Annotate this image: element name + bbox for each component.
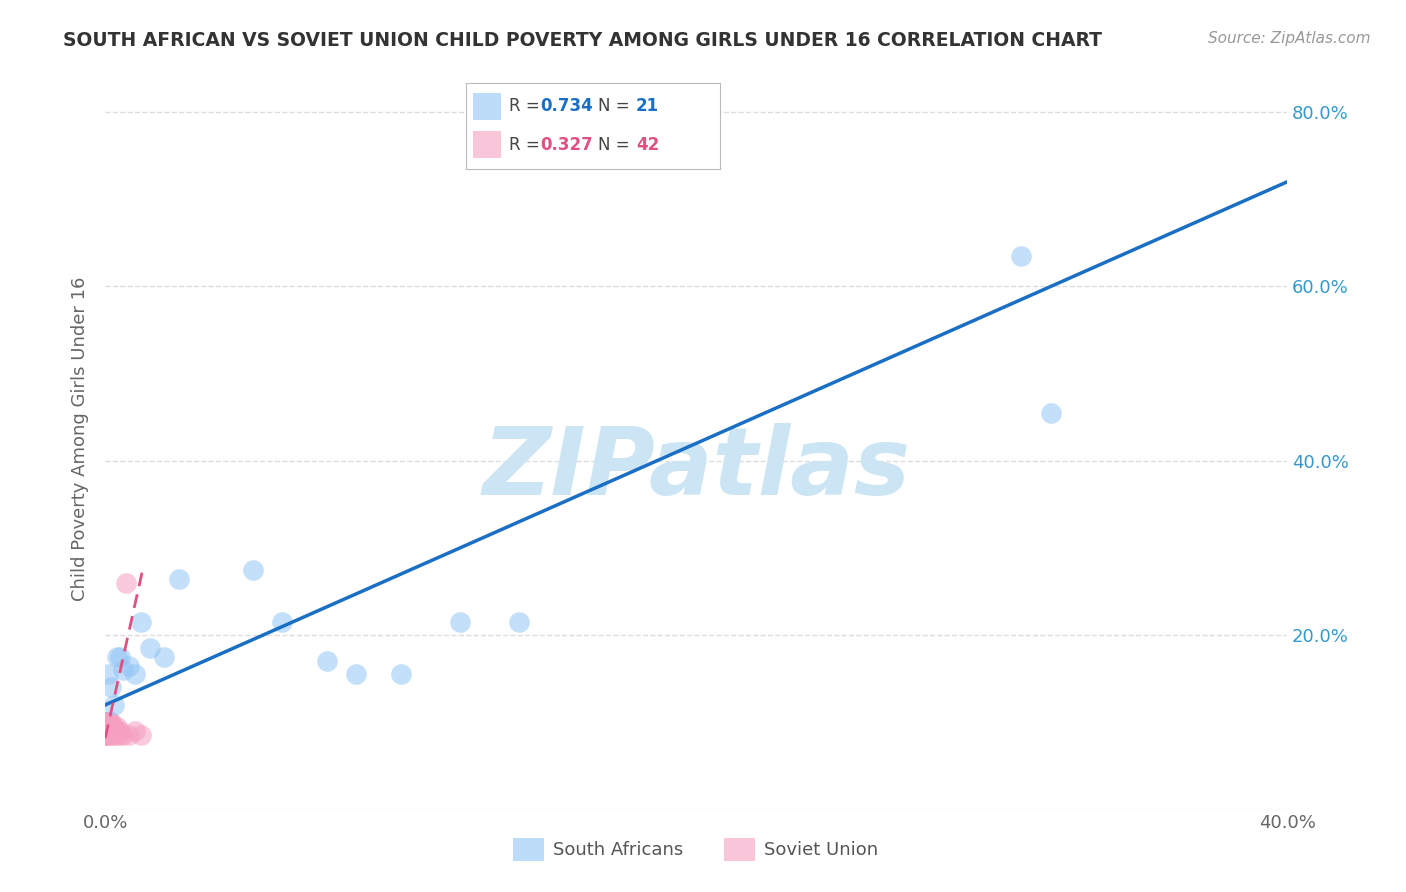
Point xyxy=(138,641,160,656)
Point xyxy=(105,720,128,734)
Point xyxy=(103,728,125,742)
Point xyxy=(96,715,118,730)
Point xyxy=(129,728,152,742)
Point xyxy=(98,724,121,739)
Point xyxy=(97,720,120,734)
Point xyxy=(100,720,122,734)
Point xyxy=(124,724,146,739)
Point xyxy=(94,715,117,730)
Text: Source: ZipAtlas.com: Source: ZipAtlas.com xyxy=(1208,31,1371,46)
Point xyxy=(111,663,134,677)
Point xyxy=(105,650,128,665)
Point xyxy=(508,615,530,629)
Point xyxy=(242,563,264,577)
Point xyxy=(98,715,121,730)
Point xyxy=(97,720,120,734)
Point xyxy=(101,724,124,739)
Point xyxy=(98,724,121,739)
Point xyxy=(108,728,131,742)
Point xyxy=(97,724,120,739)
Point xyxy=(96,724,118,739)
Point xyxy=(96,715,118,730)
Point xyxy=(100,728,122,742)
Point xyxy=(100,715,122,730)
Point xyxy=(94,720,117,734)
Point xyxy=(104,728,127,742)
Point xyxy=(153,650,176,665)
Point xyxy=(108,724,131,739)
Text: ZIPatlas: ZIPatlas xyxy=(482,423,910,515)
Point xyxy=(96,720,118,734)
Point xyxy=(389,667,412,681)
Point xyxy=(111,728,134,742)
Point xyxy=(94,728,117,742)
Point xyxy=(105,724,128,739)
Point xyxy=(96,728,118,742)
Point xyxy=(98,720,121,734)
Y-axis label: Child Poverty Among Girls Under 16: Child Poverty Among Girls Under 16 xyxy=(72,277,89,601)
Point xyxy=(1010,249,1032,263)
Point xyxy=(100,724,122,739)
Point xyxy=(124,667,146,681)
Text: South Africans: South Africans xyxy=(553,840,683,859)
Point xyxy=(271,615,294,629)
Point xyxy=(97,715,120,730)
Point xyxy=(129,615,152,629)
Text: Soviet Union: Soviet Union xyxy=(763,840,877,859)
Point xyxy=(108,650,131,665)
Text: SOUTH AFRICAN VS SOVIET UNION CHILD POVERTY AMONG GIRLS UNDER 16 CORRELATION CHA: SOUTH AFRICAN VS SOVIET UNION CHILD POVE… xyxy=(63,31,1102,50)
Point xyxy=(344,667,367,681)
Point xyxy=(96,720,118,734)
Point xyxy=(104,724,127,739)
Point xyxy=(96,724,118,739)
Point xyxy=(97,728,120,742)
Point xyxy=(315,654,337,668)
Point xyxy=(94,715,117,730)
Point xyxy=(115,575,138,590)
Point xyxy=(97,667,120,681)
Point xyxy=(103,720,125,734)
Point xyxy=(94,728,117,742)
Point xyxy=(449,615,471,629)
Point xyxy=(98,715,121,730)
Point xyxy=(118,728,141,742)
Point xyxy=(100,681,122,695)
Point xyxy=(118,658,141,673)
Point xyxy=(103,698,125,712)
Point xyxy=(96,715,118,730)
Point xyxy=(167,572,190,586)
Point xyxy=(1039,406,1062,420)
Point xyxy=(94,720,117,734)
